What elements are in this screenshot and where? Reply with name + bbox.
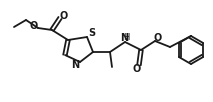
Text: S: S [88, 28, 96, 38]
Text: O: O [133, 64, 141, 74]
Text: H: H [123, 33, 129, 42]
Text: O: O [60, 11, 68, 21]
Text: N: N [120, 33, 128, 43]
Text: O: O [154, 33, 162, 43]
Text: O: O [30, 21, 38, 31]
Text: N: N [71, 60, 79, 70]
